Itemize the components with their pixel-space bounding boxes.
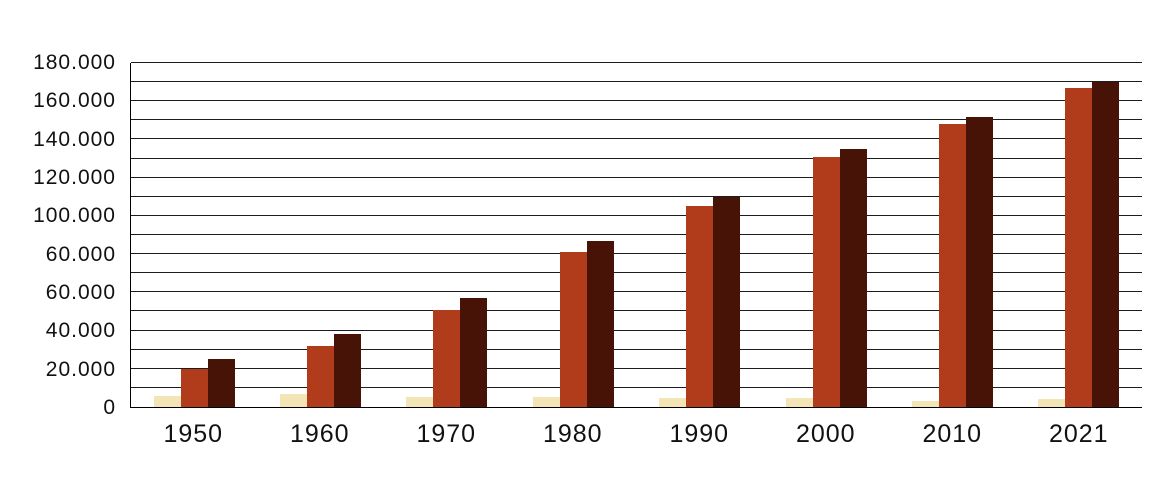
gridline xyxy=(131,176,1142,178)
bar-group xyxy=(257,63,383,407)
series-darkbrown-bar xyxy=(713,196,741,407)
bar-group xyxy=(889,63,1015,407)
y-axis: 180.000 160.000 140.000 120.000 100.000 60.00… xyxy=(0,51,116,419)
bar-group xyxy=(1016,63,1142,407)
bar-group xyxy=(384,63,510,407)
y-tick-label: 180.000 xyxy=(33,51,116,74)
gridline xyxy=(131,119,1142,121)
series-cream-bar xyxy=(532,396,560,407)
y-tick-label: 20.000 xyxy=(45,357,116,381)
gridline xyxy=(131,62,1142,63)
series-darkbrown-bar xyxy=(1092,82,1120,407)
series-brick-bar xyxy=(559,252,587,407)
bar-groups xyxy=(131,63,1142,407)
bar-group xyxy=(637,63,763,407)
gridline xyxy=(131,81,1142,83)
x-tick-label: 1960 xyxy=(289,420,350,448)
series-cream-bar xyxy=(153,395,181,407)
y-tick-label: 100.000 xyxy=(33,204,116,228)
y-tick-label: 60.000 xyxy=(45,281,116,304)
series-brick-bar xyxy=(433,309,461,407)
series-cream-bar xyxy=(1038,399,1066,407)
gridline xyxy=(131,272,1142,274)
y-tick-label: 40.000 xyxy=(45,319,116,343)
series-cream-bar xyxy=(659,398,687,407)
series-brick-bar xyxy=(1065,87,1093,407)
gridline xyxy=(131,214,1142,216)
plot-area xyxy=(130,62,1142,408)
y-tick-label: 0 xyxy=(103,396,116,419)
x-tick-label: 2000 xyxy=(795,420,856,448)
y-tick-label: 160.000 xyxy=(33,89,116,113)
gridline xyxy=(131,386,1142,388)
series-darkbrown-bar xyxy=(460,298,488,407)
gridline xyxy=(131,138,1142,140)
x-tick-label: 1970 xyxy=(416,420,477,448)
bar-group xyxy=(131,63,257,407)
series-darkbrown-bar xyxy=(207,359,235,407)
series-darkbrown-bar xyxy=(586,240,614,407)
x-tick-label: 1950 xyxy=(163,420,224,448)
series-cream-bar xyxy=(911,401,939,407)
gridline xyxy=(131,100,1142,102)
gridline xyxy=(131,310,1142,312)
series-cream-bar xyxy=(785,398,813,407)
bar-group xyxy=(763,63,889,407)
gridline xyxy=(131,291,1142,293)
x-tick-label: 1980 xyxy=(542,420,603,448)
series-cream-bar xyxy=(280,393,308,407)
series-darkbrown-bar xyxy=(839,149,867,407)
y-tick-label: 60.000 xyxy=(45,242,116,266)
gridline xyxy=(131,348,1142,350)
series-brick-bar xyxy=(686,206,714,407)
gridline xyxy=(131,234,1142,235)
series-brick-bar xyxy=(180,368,208,407)
y-tick-label: 120.000 xyxy=(33,166,116,189)
gridline xyxy=(131,253,1142,255)
series-brick-bar xyxy=(307,345,335,407)
series-darkbrown-bar xyxy=(965,116,993,407)
series-darkbrown-bar xyxy=(334,334,362,407)
x-tick-label: 2021 xyxy=(1048,420,1109,448)
gridline xyxy=(131,157,1142,159)
series-cream-bar xyxy=(406,396,434,407)
y-tick-label: 140.000 xyxy=(33,127,116,151)
gridline xyxy=(131,195,1142,197)
x-tick-label: 1990 xyxy=(669,420,730,448)
gridline xyxy=(131,329,1142,331)
x-axis: 1950 1960 1970 1980 1990 2000 2010 2021 xyxy=(130,420,1142,449)
bar-group xyxy=(510,63,636,407)
gridline xyxy=(131,367,1142,369)
x-tick-label: 2010 xyxy=(922,420,983,448)
series-brick-bar xyxy=(938,124,966,407)
series-brick-bar xyxy=(812,156,840,407)
